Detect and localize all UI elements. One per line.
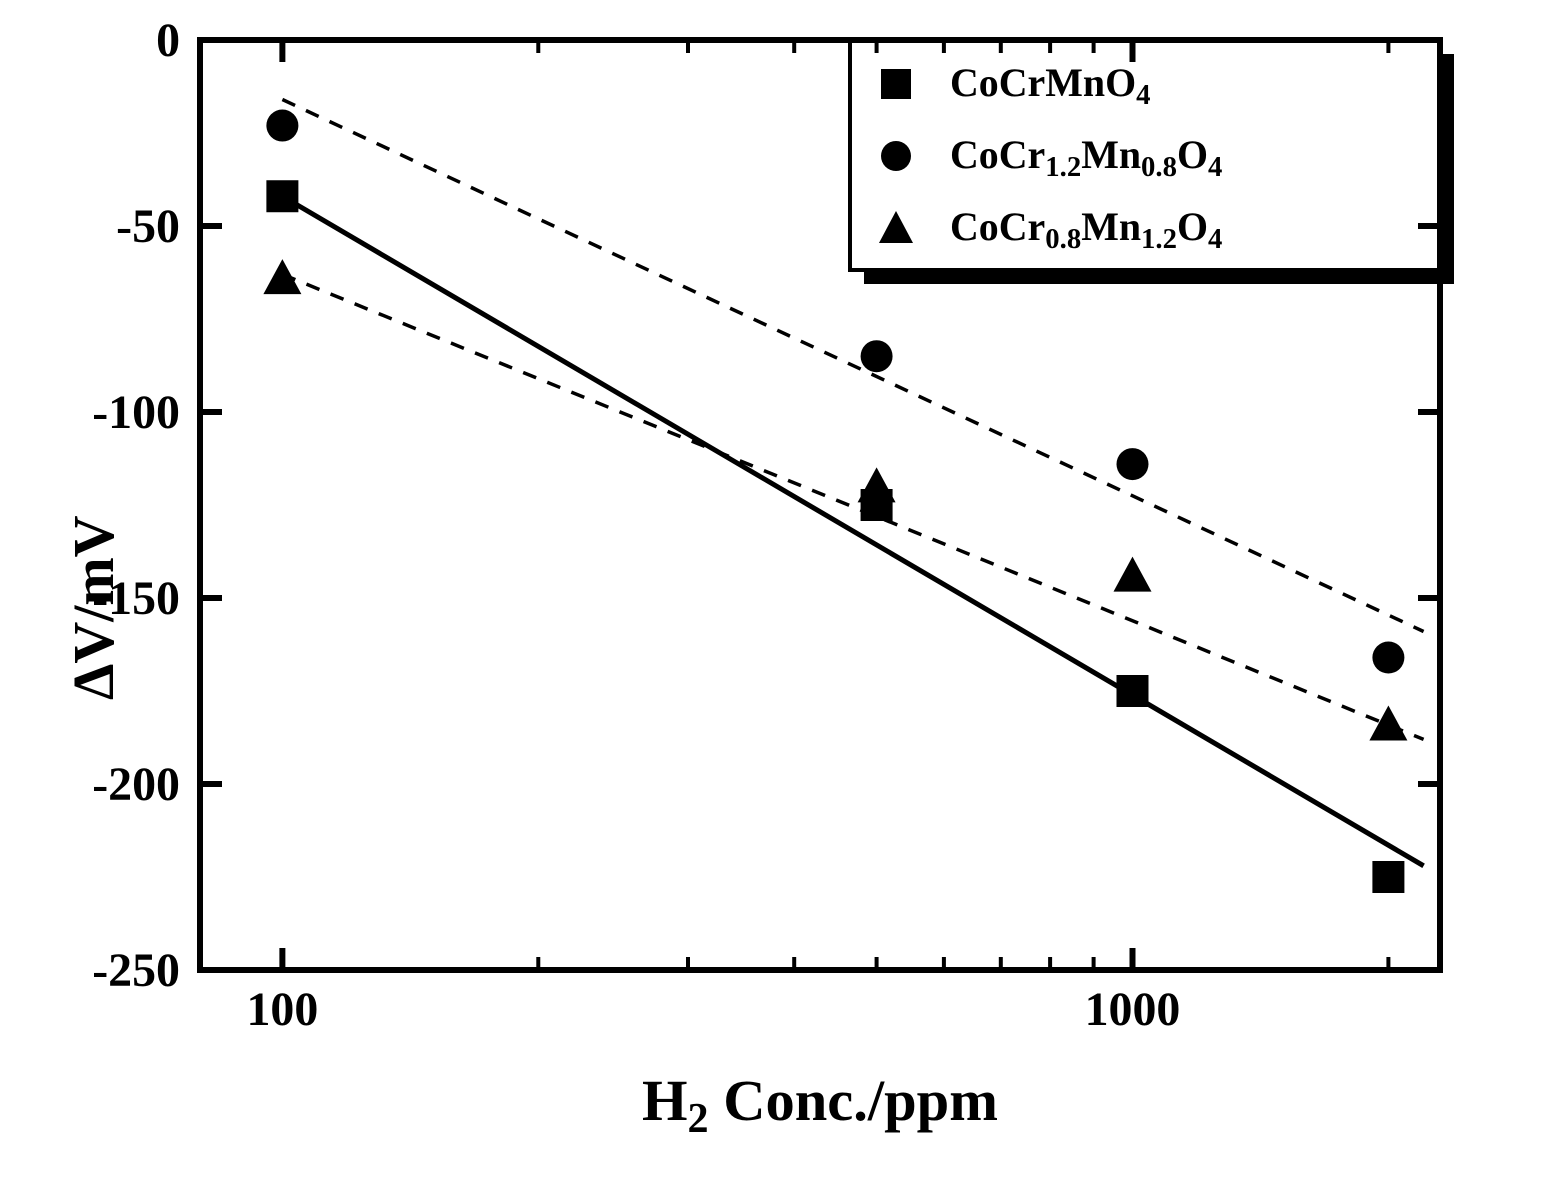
svg-text:0: 0 <box>156 14 180 67</box>
svg-text:-250: -250 <box>92 944 180 997</box>
svg-text:-200: -200 <box>92 758 180 811</box>
svg-text:-100: -100 <box>92 386 180 439</box>
svg-text:-50: -50 <box>116 200 180 253</box>
svg-text:1000: 1000 <box>1085 983 1181 1036</box>
svg-text:CoCr1.2Mn0.8O4: CoCr1.2Mn0.8O4 <box>950 132 1222 183</box>
chart-root: ΔV/mV CoCrMnO4 CoCr1.2Mn0.8O4 CoCr0.8Mn1.2… <box>0 0 1552 1185</box>
svg-text:100: 100 <box>246 983 318 1036</box>
y-axis-label: ΔV/mV <box>60 515 127 700</box>
chart-svg: CoCrMnO4 CoCr1.2Mn0.8O4 CoCr0.8Mn1.2O4 100 1… <box>0 0 1552 1185</box>
svg-text:H2 Conc./ppm: H2 Conc./ppm <box>642 1068 998 1142</box>
svg-text:CoCr0.8Mn1.2O4: CoCr0.8Mn1.2O4 <box>950 204 1222 255</box>
svg-text:CoCrMnO4: CoCrMnO4 <box>950 60 1151 111</box>
